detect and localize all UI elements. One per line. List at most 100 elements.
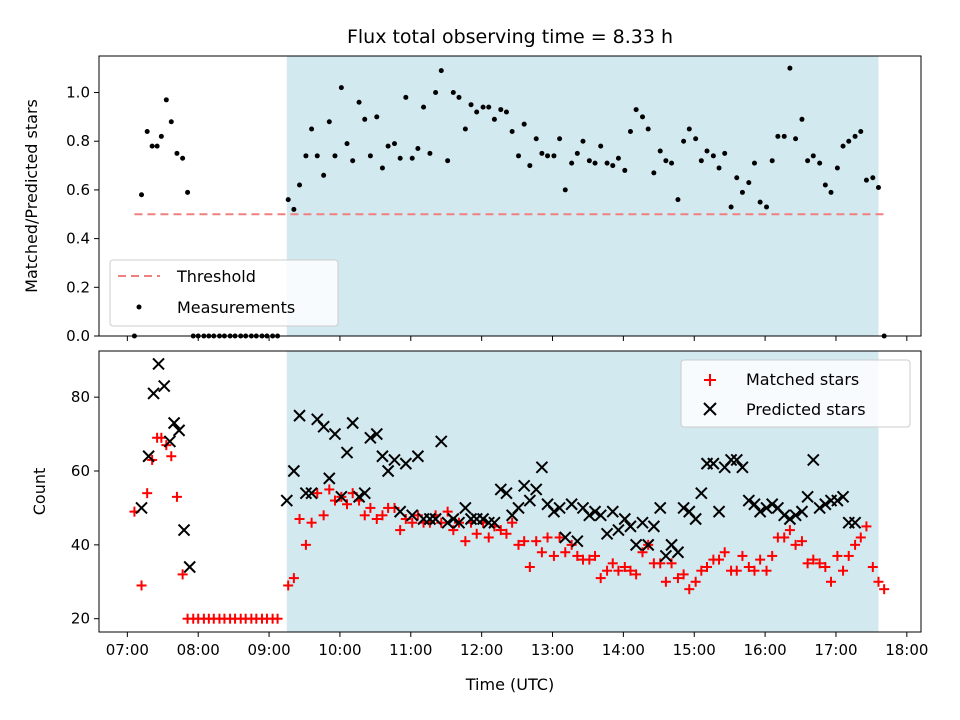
measurement-point: [350, 158, 356, 164]
matched-star-point: [495, 525, 506, 536]
predicted-star-point: [305, 486, 318, 500]
y-tick-label: 1.0: [66, 84, 90, 102]
predicted-star-point: [778, 509, 791, 522]
matched-star-point: [613, 565, 624, 576]
y-tick-label: 0.8: [66, 132, 90, 150]
predicted-star-point: [142, 450, 155, 463]
measurement-point: [698, 158, 704, 164]
matched-star-point: [861, 521, 872, 532]
x-tick-label: 14:00: [602, 641, 645, 659]
y-tick-label: 0.2: [66, 278, 90, 296]
predicted-star-point: [712, 505, 726, 518]
measurement-point: [781, 133, 787, 139]
predicted-star-point: [671, 546, 685, 559]
predicted-star-point: [753, 505, 767, 518]
matched-star-point: [696, 565, 707, 576]
predicted-star-point: [364, 431, 377, 444]
y-tick-label: 20: [71, 610, 90, 628]
measurement-point: [385, 143, 391, 149]
measurement-point: [462, 126, 468, 132]
measurement-point: [445, 158, 451, 164]
predicted-star-point: [571, 534, 584, 548]
matched-star-point: [590, 550, 601, 561]
predicted-star-point: [654, 501, 667, 515]
matched-star-point: [595, 573, 606, 584]
predicted-star-point: [535, 461, 549, 474]
predicted-star-point: [695, 486, 708, 500]
predicted-star-point: [352, 490, 366, 504]
predicted-star-point: [795, 505, 809, 518]
predicted-star-point: [287, 464, 301, 478]
ratio-panel-frame: [98, 55, 922, 337]
matched-star-point: [294, 514, 305, 525]
measurement-point: [486, 104, 492, 110]
matched-star-point: [850, 539, 861, 550]
matched-star-point: [177, 569, 188, 580]
predicted-star-point: [831, 494, 844, 507]
matched-star-point: [448, 525, 459, 536]
matched-star-point: [536, 547, 547, 558]
matched-star-point: [838, 565, 849, 576]
predicted-star-point: [293, 409, 306, 422]
measurement-point: [374, 114, 380, 120]
predicted-star-point: [147, 387, 160, 400]
legend-measurements-swatch: [136, 304, 142, 310]
predicted-star-point: [848, 516, 862, 529]
measurement-point: [533, 136, 539, 142]
predicted-star-point: [748, 498, 761, 511]
measurement-point: [185, 189, 191, 195]
predicted-star-point: [381, 464, 395, 478]
measurement-points: [131, 65, 887, 339]
matched-star-point: [324, 484, 335, 495]
predicted-star-point: [707, 457, 720, 470]
predicted-star-point: [553, 501, 566, 515]
measurement-point: [456, 94, 462, 100]
matched-star-point: [784, 525, 795, 536]
ratio-panel-ylabel: Matched/Predicted stars: [22, 99, 41, 293]
measurement-point: [704, 148, 710, 154]
x-axis-label: Time (UTC): [465, 675, 554, 694]
matched-star-point: [554, 532, 565, 543]
predicted-star-point: [299, 486, 313, 500]
predicted-star-point: [406, 509, 419, 522]
measurement-point: [397, 155, 403, 161]
matched-star-point: [136, 580, 147, 591]
measurement-point: [367, 153, 373, 159]
observing-span-shade-top: [286, 56, 879, 336]
measurement-point: [799, 116, 805, 122]
measurement-point: [828, 189, 834, 195]
measurement-point: [817, 160, 823, 166]
predicted-star-point: [152, 357, 165, 371]
predicted-star-point: [636, 516, 649, 529]
predicted-star-point: [167, 416, 181, 430]
predicted-star-point: [494, 483, 507, 496]
predicted-star-point: [177, 523, 191, 537]
measurement-point: [174, 150, 180, 156]
legend-predicted-label: Predicted stars: [746, 400, 866, 419]
measurement-point: [149, 143, 155, 149]
matched-star-point: [808, 554, 819, 565]
measurement-point: [846, 138, 852, 144]
matched-star-point: [407, 517, 418, 528]
x-tick-label: 15:00: [673, 641, 716, 659]
matched-star-point: [548, 550, 559, 561]
matched-star-point: [377, 510, 388, 521]
matched-star-point: [820, 562, 831, 573]
predicted-star-point: [512, 501, 525, 515]
measurement-point: [693, 136, 699, 142]
matched-star-point: [283, 580, 294, 591]
x-tick-label: 18:00: [885, 641, 928, 659]
measurement-point: [775, 133, 781, 139]
measurement-point: [379, 165, 385, 171]
legend-predicted-swatch: [703, 402, 717, 416]
predicted-star-point: [677, 501, 690, 515]
matched-star-point: [471, 528, 482, 539]
measurement-point: [303, 153, 309, 159]
measurement-point: [309, 126, 315, 132]
measurement-point: [539, 150, 545, 156]
measurement-point: [870, 175, 876, 181]
matched-star-point: [483, 532, 494, 543]
measurement-point: [509, 128, 515, 134]
matched-star-point: [501, 528, 512, 539]
